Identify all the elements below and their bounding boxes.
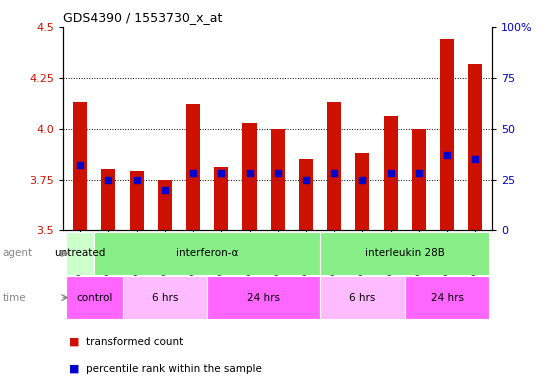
Point	[245, 170, 254, 177]
Bar	[94, 232, 320, 275]
Point	[386, 170, 395, 177]
Text: interleukin 28B: interleukin 28B	[365, 248, 445, 258]
Point	[161, 187, 169, 193]
Text: GDS4390 / 1553730_x_at: GDS4390 / 1553730_x_at	[63, 11, 223, 24]
Bar	[383, 116, 398, 230]
Bar	[440, 39, 454, 230]
Bar	[405, 276, 490, 319]
Point	[330, 170, 339, 177]
Text: ■: ■	[69, 364, 79, 374]
Point	[471, 156, 480, 162]
Bar	[468, 63, 482, 230]
Bar	[299, 159, 313, 230]
Point	[301, 177, 310, 183]
Point	[443, 152, 452, 158]
Bar	[320, 232, 490, 275]
Bar	[123, 276, 207, 319]
Bar	[158, 180, 172, 230]
Bar	[66, 276, 123, 319]
Point	[273, 170, 282, 177]
Text: untreated: untreated	[54, 248, 106, 258]
Text: 24 hrs: 24 hrs	[247, 293, 280, 303]
Bar	[355, 153, 370, 230]
Bar	[66, 232, 94, 275]
Bar	[186, 104, 200, 230]
Point	[189, 170, 197, 177]
Point	[415, 170, 424, 177]
Text: percentile rank within the sample: percentile rank within the sample	[86, 364, 262, 374]
Point	[358, 177, 367, 183]
Bar	[214, 167, 228, 230]
Point	[76, 162, 85, 168]
Point	[217, 170, 226, 177]
Bar	[412, 129, 426, 230]
Bar	[207, 276, 320, 319]
Point	[132, 177, 141, 183]
Bar	[243, 122, 257, 230]
Text: agent: agent	[3, 248, 33, 258]
Bar	[73, 102, 87, 230]
Bar	[327, 102, 341, 230]
Bar	[320, 276, 405, 319]
Bar	[271, 129, 285, 230]
Text: transformed count: transformed count	[86, 337, 184, 347]
Text: control: control	[76, 293, 113, 303]
Bar	[101, 169, 116, 230]
Text: interferon-α: interferon-α	[176, 248, 238, 258]
Point	[104, 177, 113, 183]
Text: 6 hrs: 6 hrs	[152, 293, 178, 303]
Text: time: time	[3, 293, 26, 303]
Bar	[130, 171, 144, 230]
Text: 24 hrs: 24 hrs	[431, 293, 464, 303]
Text: 6 hrs: 6 hrs	[349, 293, 376, 303]
Text: ■: ■	[69, 337, 79, 347]
